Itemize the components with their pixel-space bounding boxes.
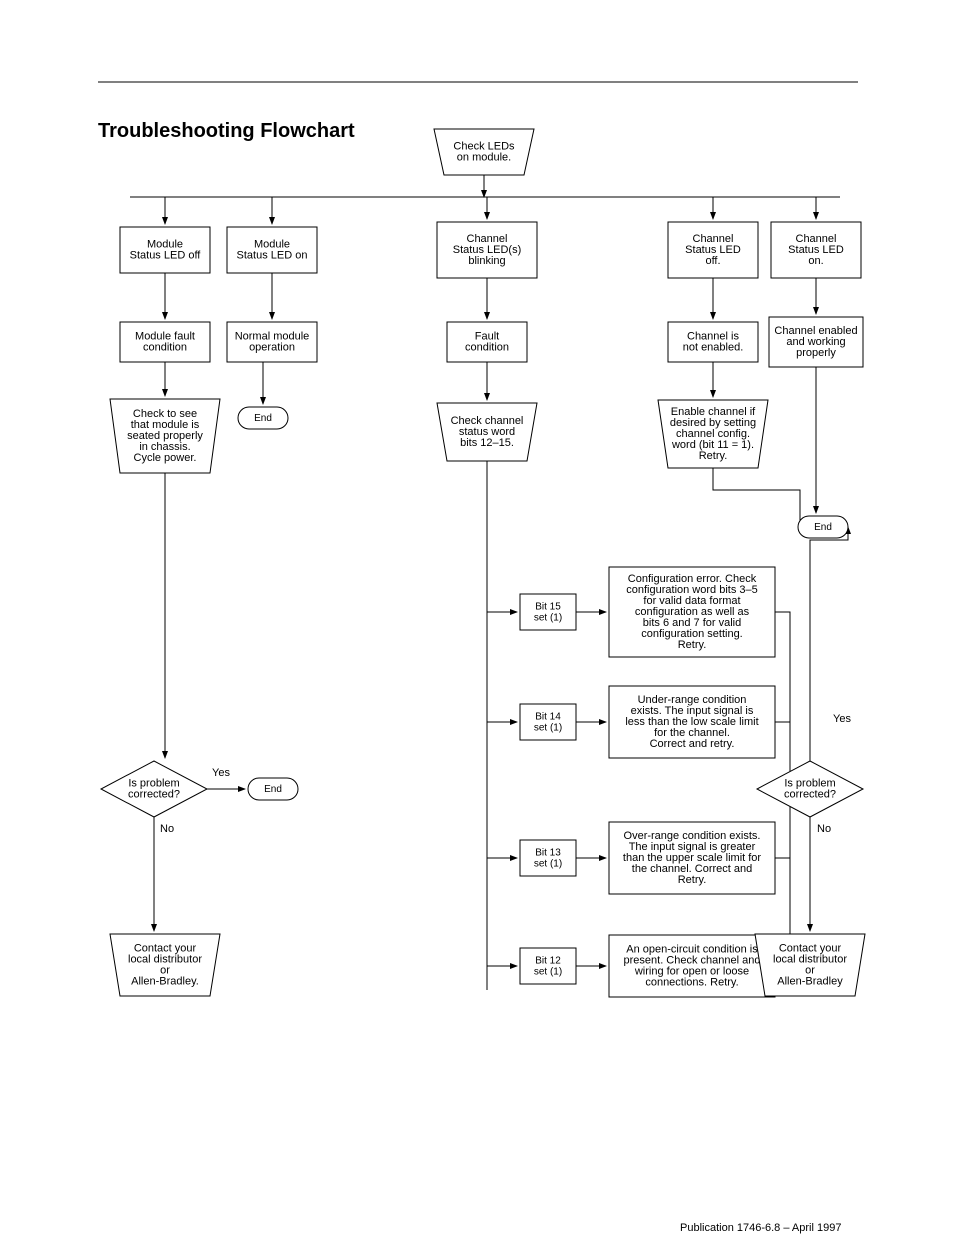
node-dec2: Is problemcorrected? <box>757 761 863 817</box>
node-modFault: Module faultcondition <box>120 322 210 362</box>
node-bit12: Bit 12set (1) <box>520 948 576 984</box>
node-bit12d: An open-circuit condition ispresent. Che… <box>609 935 775 997</box>
label-no1: No <box>160 823 174 835</box>
node-notEnabled-line1: not enabled. <box>683 342 744 354</box>
node-bit14d: Under-range conditionexists. The input s… <box>609 686 775 758</box>
node-bit14d-line4: Correct and retry. <box>650 738 735 750</box>
node-end2-line0: End <box>814 522 832 533</box>
node-chBlink-line2: blinking <box>468 255 505 267</box>
node-bit14-line0: Bit 14 <box>535 712 561 723</box>
node-chBlink: ChannelStatus LED(s)blinking <box>437 222 537 278</box>
node-bit15d-line6: Retry. <box>678 639 707 651</box>
node-modFault-line1: condition <box>143 342 187 354</box>
node-modOn-line1: Status LED on <box>237 250 308 262</box>
publication-footer: Publication 1746-6.8 – April 1997 <box>680 1222 841 1234</box>
node-modOn: ModuleStatus LED on <box>227 227 317 273</box>
node-bit13d-line4: Retry. <box>678 874 707 886</box>
node-modOff-line1: Status LED off <box>130 250 202 262</box>
node-start: Check LEDson module. <box>434 129 534 175</box>
node-dec2-line1: corrected? <box>784 789 836 801</box>
node-notEnabled: Channel isnot enabled. <box>668 322 758 362</box>
node-fault: Faultcondition <box>447 322 527 362</box>
node-checkSeat: Check to seethat module isseated properl… <box>110 399 220 473</box>
node-bit15-line0: Bit 15 <box>535 602 561 613</box>
node-end3: End <box>248 778 298 800</box>
node-bit15-line1: set (1) <box>534 613 562 624</box>
node-bit13-line0: Bit 13 <box>535 848 561 859</box>
node-bit13: Bit 13set (1) <box>520 840 576 876</box>
node-bit13-line1: set (1) <box>534 859 562 870</box>
node-checkSeat-line4: Cycle power. <box>134 452 197 464</box>
node-contact1-line3: Allen-Bradley. <box>131 976 199 988</box>
node-contact1: Contact yourlocal distributororAllen-Bra… <box>110 934 220 996</box>
node-chOn: ChannelStatus LEDon. <box>771 222 861 278</box>
node-start-line1: on module. <box>457 152 511 164</box>
node-enableCh: Enable channel ifdesired by settingchann… <box>658 400 768 468</box>
node-dec1: Is problemcorrected? <box>101 761 207 817</box>
node-chOff: ChannelStatus LEDoff. <box>668 222 758 278</box>
node-enabled: Channel enabledand workingproperly <box>769 317 863 367</box>
node-dec1-line1: corrected? <box>128 789 180 801</box>
label-yes1: Yes <box>212 767 230 779</box>
label-no2: No <box>817 823 831 835</box>
node-checkBits: Check channelstatus wordbits 12–15. <box>437 403 537 461</box>
node-bit12-line0: Bit 12 <box>535 956 561 967</box>
node-modOff: ModuleStatus LED off <box>120 227 210 273</box>
node-normal-line1: operation <box>249 342 295 354</box>
node-end1: End <box>238 407 288 429</box>
node-bit12-line1: set (1) <box>534 967 562 978</box>
node-end3-line0: End <box>264 784 282 795</box>
node-enableCh-line4: Retry. <box>699 450 728 462</box>
node-fault-line1: condition <box>465 342 509 354</box>
node-bit14: Bit 14set (1) <box>520 704 576 740</box>
node-normal: Normal moduleoperation <box>227 322 317 362</box>
node-contact2-line3: Allen-Bradley <box>777 976 843 988</box>
node-bit15d: Configuration error. Checkconfiguration … <box>609 567 775 657</box>
node-bit14-line1: set (1) <box>534 723 562 734</box>
node-end1-line0: End <box>254 413 272 424</box>
label-yes2: Yes <box>833 713 851 725</box>
node-contact2: Contact yourlocal distributororAllen-Bra… <box>755 934 865 996</box>
node-bit13d: Over-range condition exists.The input si… <box>609 822 775 894</box>
node-bit12d-line3: connections. Retry. <box>645 977 738 989</box>
page-canvas: Troubleshooting Flowchart Check LEDson m… <box>0 0 954 1235</box>
node-enabled-line2: properly <box>796 347 836 359</box>
node-chOn-line2: on. <box>808 255 823 267</box>
node-bit15: Bit 15set (1) <box>520 594 576 630</box>
node-end2: End <box>798 516 848 538</box>
flowchart-svg: Check LEDson module. ModuleStatus LED off… <box>0 0 954 1235</box>
node-checkBits-line2: bits 12–15. <box>460 437 514 449</box>
node-chOff-line2: off. <box>705 255 720 267</box>
